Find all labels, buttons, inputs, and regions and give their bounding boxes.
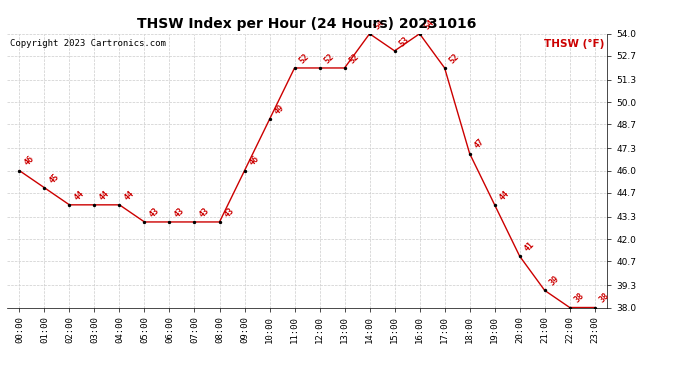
Text: 49: 49 bbox=[273, 103, 286, 117]
Text: 39: 39 bbox=[547, 274, 561, 288]
Text: 44: 44 bbox=[72, 189, 86, 202]
Point bbox=[389, 48, 400, 54]
Point bbox=[14, 168, 25, 174]
Text: 43: 43 bbox=[222, 206, 236, 219]
Text: 54: 54 bbox=[373, 18, 386, 31]
Point bbox=[514, 253, 525, 259]
Text: 45: 45 bbox=[47, 171, 61, 185]
Point bbox=[239, 168, 250, 174]
Point bbox=[189, 219, 200, 225]
Text: 46: 46 bbox=[247, 154, 261, 168]
Text: 38: 38 bbox=[573, 291, 586, 305]
Text: 52: 52 bbox=[322, 52, 336, 65]
Text: 43: 43 bbox=[172, 206, 186, 219]
Point bbox=[489, 202, 500, 208]
Text: 52: 52 bbox=[447, 52, 461, 65]
Text: 38: 38 bbox=[598, 291, 611, 305]
Point bbox=[214, 219, 225, 225]
Text: Copyright 2023 Cartronics.com: Copyright 2023 Cartronics.com bbox=[10, 39, 166, 48]
Text: 44: 44 bbox=[122, 189, 136, 202]
Point bbox=[114, 202, 125, 208]
Text: 47: 47 bbox=[473, 137, 486, 151]
Point bbox=[364, 31, 375, 37]
Text: 41: 41 bbox=[522, 240, 536, 254]
Point bbox=[164, 219, 175, 225]
Point bbox=[539, 287, 550, 293]
Text: 52: 52 bbox=[347, 52, 361, 65]
Text: 46: 46 bbox=[22, 154, 36, 168]
Text: 44: 44 bbox=[497, 189, 511, 202]
Text: 44: 44 bbox=[97, 189, 110, 202]
Point bbox=[439, 65, 450, 71]
Text: 53: 53 bbox=[397, 34, 411, 48]
Point bbox=[564, 304, 575, 310]
Point bbox=[464, 150, 475, 156]
Text: 52: 52 bbox=[297, 52, 310, 65]
Point bbox=[414, 31, 425, 37]
Text: 43: 43 bbox=[147, 206, 161, 219]
Point bbox=[89, 202, 100, 208]
Text: 54: 54 bbox=[422, 18, 436, 31]
Point bbox=[264, 116, 275, 122]
Point bbox=[314, 65, 325, 71]
Point bbox=[64, 202, 75, 208]
Text: THSW (°F): THSW (°F) bbox=[544, 39, 604, 49]
Point bbox=[589, 304, 600, 310]
Point bbox=[139, 219, 150, 225]
Point bbox=[39, 185, 50, 191]
Point bbox=[289, 65, 300, 71]
Point bbox=[339, 65, 350, 71]
Text: 43: 43 bbox=[197, 206, 210, 219]
Title: THSW Index per Hour (24 Hours) 20231016: THSW Index per Hour (24 Hours) 20231016 bbox=[137, 17, 477, 31]
